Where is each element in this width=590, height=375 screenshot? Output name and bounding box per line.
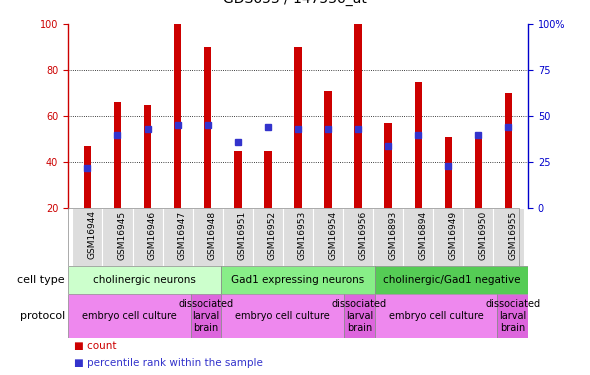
Bar [204,47,211,208]
Text: embryo cell culture: embryo cell culture [389,311,483,321]
Text: GSM16950: GSM16950 [478,210,487,260]
Bar [191,294,221,338]
Text: GSM16954: GSM16954 [328,210,337,260]
Bar [497,294,528,338]
Bar [163,208,193,266]
Bar [403,208,433,266]
Bar [344,294,375,338]
Bar [385,123,392,208]
Text: GSM16947: GSM16947 [178,210,186,260]
Bar [324,91,332,208]
Bar [355,24,362,208]
Bar [114,102,121,208]
Bar [221,266,375,294]
Bar [103,208,133,266]
Bar [68,266,221,294]
Bar [133,208,163,266]
Bar [463,208,493,266]
Bar [445,137,452,208]
Bar [283,208,313,266]
Bar [343,208,373,266]
Bar [84,146,91,208]
Text: GSM16949: GSM16949 [448,210,457,260]
Text: GSM16955: GSM16955 [509,210,517,260]
Bar [313,208,343,266]
Bar [144,105,151,208]
Text: GSM16893: GSM16893 [388,210,397,260]
Text: GSM16944: GSM16944 [87,210,96,260]
Bar [493,208,523,266]
Bar [221,294,344,338]
Text: Gad1 expressing neurons: Gad1 expressing neurons [231,275,365,285]
Text: GSM16952: GSM16952 [268,210,277,260]
Text: ■ percentile rank within the sample: ■ percentile rank within the sample [74,358,263,368]
Text: cholinergic/Gad1 negative: cholinergic/Gad1 negative [382,275,520,285]
Text: cell type: cell type [17,275,65,285]
Bar [223,208,253,266]
Bar [73,208,103,266]
Text: GDS653 / 147536_at: GDS653 / 147536_at [223,0,367,6]
Text: GSM16951: GSM16951 [238,210,247,260]
Text: ■ count: ■ count [74,341,116,351]
Text: dissociated
larval
brain: dissociated larval brain [485,299,540,333]
Bar [68,294,191,338]
Text: dissociated
larval
brain: dissociated larval brain [178,299,234,333]
Bar [375,294,497,338]
Bar [373,208,403,266]
Bar [253,208,283,266]
Text: embryo cell culture: embryo cell culture [82,311,176,321]
Text: GSM16948: GSM16948 [208,210,217,260]
Bar [504,93,512,208]
Text: embryo cell culture: embryo cell culture [235,311,330,321]
Bar [375,266,528,294]
Bar [193,208,223,266]
Bar [174,24,181,208]
Bar [415,82,422,208]
Text: protocol: protocol [19,311,65,321]
Bar [475,137,482,208]
Text: GSM16956: GSM16956 [358,210,367,260]
Text: GSM16894: GSM16894 [418,210,427,260]
Bar [433,208,463,266]
Text: GSM16953: GSM16953 [298,210,307,260]
Text: cholinergic neurons: cholinergic neurons [93,275,196,285]
Bar [294,47,301,208]
Text: dissociated
larval
brain: dissociated larval brain [332,299,387,333]
Text: GSM16946: GSM16946 [148,210,156,260]
Text: GSM16945: GSM16945 [117,210,126,260]
Bar [264,151,271,208]
Bar [234,151,241,208]
